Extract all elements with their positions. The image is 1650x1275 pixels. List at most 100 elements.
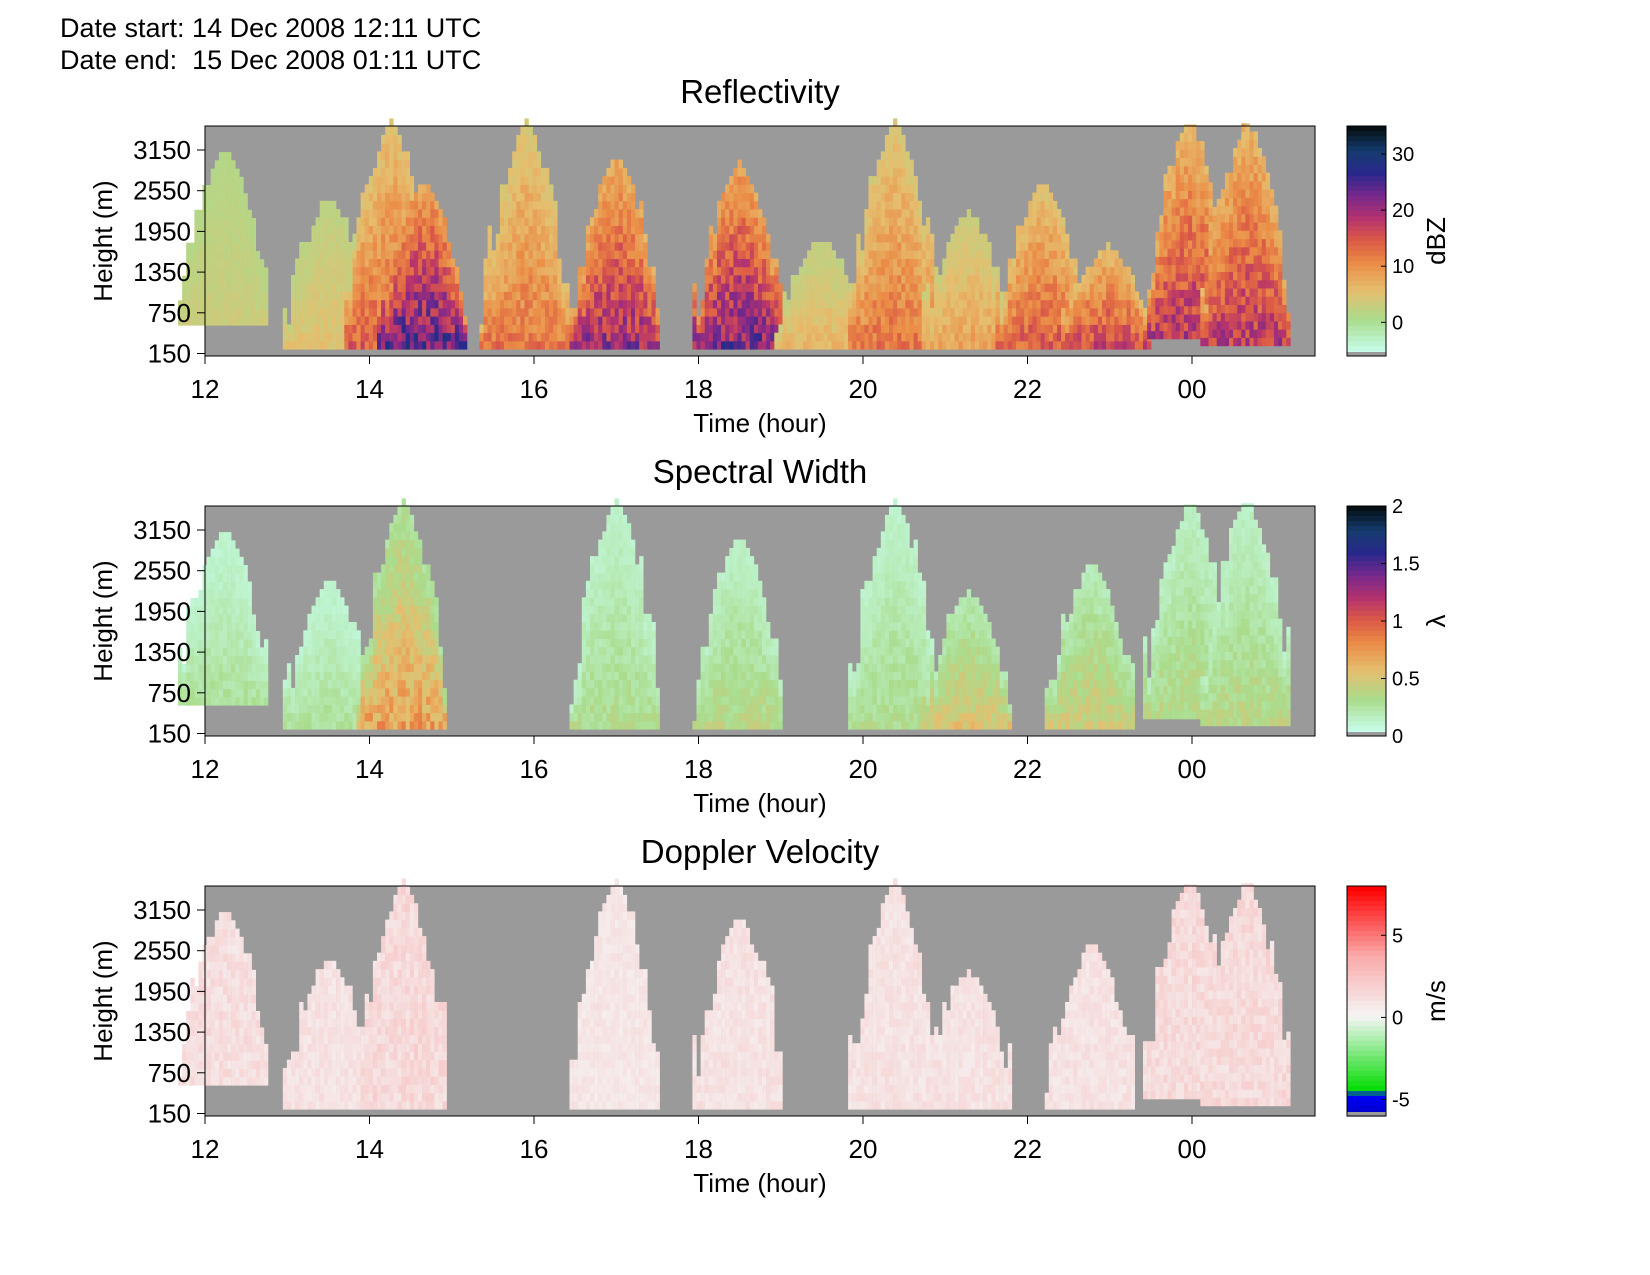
colorbar-tick-label: 0 (1392, 726, 1403, 748)
x-tick-label: 00 (1178, 1134, 1207, 1164)
panel-doppler-velocity: Doppler Velocity 12 14 16 18 20 22 00 3150 2550 19… (88, 833, 1451, 1198)
y-tick-label: 3150 (133, 895, 191, 925)
plot-frame (204, 505, 1316, 737)
chart-title: Spectral Width (653, 453, 868, 490)
x-axis-label: Time (hour) (693, 1168, 826, 1198)
y-axis-label: Height (m) (88, 180, 118, 301)
y-tick-label: 150 (148, 1099, 191, 1129)
echo-cell-3 (377, 184, 468, 350)
y-axis-label: Height (m) (88, 560, 118, 681)
y-tick-label: 1350 (133, 637, 191, 667)
echo-cell-4 (692, 919, 783, 1110)
colorbar-tick-label: 1 (1392, 611, 1403, 633)
y-tick-label: 1350 (133, 1017, 191, 1047)
colorbar-tick-label: 30 (1392, 144, 1414, 166)
colorbar-tick-label: 20 (1392, 200, 1414, 222)
colorbar-tick-label: 0.5 (1392, 669, 1420, 691)
colorbar-label: λ (1421, 615, 1451, 628)
y-tick-label: 750 (148, 298, 191, 328)
y-tick-label: 1950 (133, 216, 191, 246)
echo-cell-11 (1061, 242, 1152, 350)
x-tick-label: 18 (684, 1134, 713, 1164)
colorbar-label: m/s (1421, 980, 1451, 1022)
y-tick-label: 2550 (133, 936, 191, 966)
colorbar: 5 0 -5 m/s (1346, 885, 1451, 1117)
echo-cell-4 (479, 118, 570, 350)
x-tick-label: 14 (355, 754, 384, 784)
x-tick-label: 20 (849, 374, 878, 404)
echo-cell-5 (569, 159, 660, 350)
colorbar-tick-label: 1.5 (1392, 554, 1420, 576)
echo-cell-3 (569, 878, 660, 1110)
echo-cell-0 (178, 152, 269, 326)
colorbar: 30 20 10 0 dBZ (1346, 125, 1451, 357)
colorbar-tick-label: 2 (1392, 496, 1403, 518)
y-tick-label: 150 (148, 719, 191, 749)
echo-cell-2 (356, 878, 447, 1110)
colorbar-tick-label: 10 (1392, 256, 1414, 278)
y-tick-label: 750 (148, 1058, 191, 1088)
echo-cell-4 (692, 539, 783, 730)
y-tick-label: 2550 (133, 556, 191, 586)
panel-reflectivity: Reflectivity 12 14 16 18 20 22 00 3150 2550 1950 13… (88, 73, 1451, 438)
colorbar: 2 1.5 1 0.5 0 λ (1346, 496, 1451, 748)
date-start-label: Date start: 14 Dec 2008 12:11 UTC (60, 13, 482, 43)
echo-cell-5 (848, 878, 939, 1110)
echo-cell-9 (1200, 883, 1291, 1107)
chart-title: Reflectivity (680, 73, 840, 110)
x-tick-label: 16 (520, 1134, 549, 1164)
x-tick-label: 12 (191, 1134, 220, 1164)
x-tick-label: 00 (1178, 374, 1207, 404)
x-tick-label: 14 (355, 374, 384, 404)
colorbar-tick-label: -5 (1392, 1090, 1410, 1112)
y-tick-label: 1950 (133, 976, 191, 1006)
plot-frame (204, 125, 1316, 357)
y-tick-label: 750 (148, 678, 191, 708)
echo-cell-6 (921, 969, 1013, 1110)
y-tick-label: 1950 (133, 596, 191, 626)
y-tick-label: 150 (148, 339, 191, 369)
date-end-label: Date end: 15 Dec 2008 01:11 UTC (60, 45, 482, 75)
echo-cell-9 (1200, 503, 1291, 727)
x-tick-label: 20 (849, 754, 878, 784)
x-tick-label: 22 (1013, 1134, 1042, 1164)
colorbar-frame (1346, 885, 1387, 1117)
echo-cell-0 (178, 532, 269, 706)
echo-cell-6 (921, 589, 1013, 730)
colorbar-tick-label: 0 (1392, 312, 1403, 334)
y-axis-label: Height (m) (88, 940, 118, 1061)
echo-cell-7 (1044, 564, 1135, 730)
colorbar-tick-label: 0 (1392, 1007, 1403, 1029)
echo-cell-2 (356, 498, 447, 730)
x-tick-label: 22 (1013, 754, 1042, 784)
colorbar-frame (1346, 125, 1387, 357)
chart-title: Doppler Velocity (641, 833, 880, 870)
y-tick-label: 3150 (133, 515, 191, 545)
plot-frame (204, 885, 1316, 1117)
echo-cell-3 (569, 498, 660, 730)
y-tick-label: 2550 (133, 176, 191, 206)
colorbar-label: dBZ (1421, 217, 1451, 265)
echo-cell-0 (178, 912, 269, 1086)
x-tick-label: 16 (520, 374, 549, 404)
x-tick-label: 18 (684, 754, 713, 784)
colorbar-tick-label: 5 (1392, 925, 1403, 947)
x-tick-label: 12 (191, 374, 220, 404)
y-tick-label: 1350 (133, 257, 191, 287)
x-tick-label: 16 (520, 754, 549, 784)
x-tick-label: 18 (684, 374, 713, 404)
x-tick-label: 22 (1013, 374, 1042, 404)
echo-cell-8 (848, 118, 939, 350)
x-axis-label: Time (hour) (693, 788, 826, 818)
y-tick-label: 3150 (133, 135, 191, 165)
echo-cell-7 (1044, 944, 1135, 1110)
x-tick-label: 20 (849, 1134, 878, 1164)
x-tick-label: 00 (1178, 754, 1207, 784)
x-axis-label: Time (hour) (693, 408, 826, 438)
echo-cell-6 (692, 159, 783, 350)
x-tick-label: 12 (191, 754, 220, 784)
echo-cell-13 (1200, 123, 1291, 347)
x-tick-label: 14 (355, 1134, 384, 1164)
